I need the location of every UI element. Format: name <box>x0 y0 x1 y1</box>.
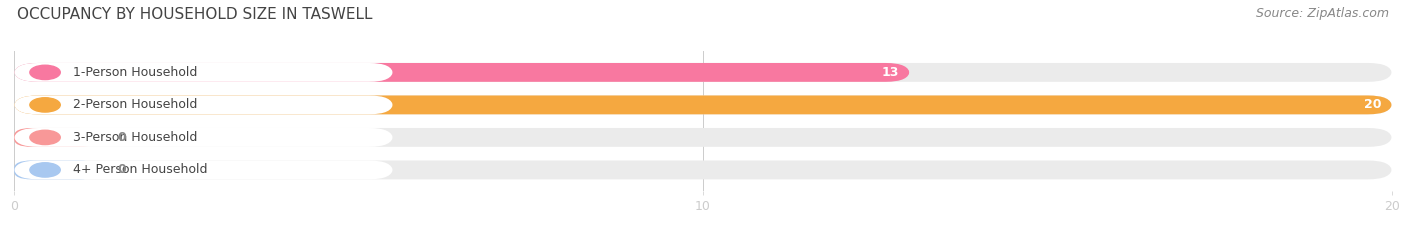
Text: 1-Person Household: 1-Person Household <box>73 66 197 79</box>
FancyBboxPatch shape <box>14 161 97 179</box>
Text: 0: 0 <box>118 131 127 144</box>
FancyBboxPatch shape <box>14 161 394 179</box>
FancyBboxPatch shape <box>14 63 1392 82</box>
FancyBboxPatch shape <box>14 96 1392 114</box>
Text: 20: 20 <box>1364 98 1382 111</box>
Circle shape <box>30 130 60 145</box>
FancyBboxPatch shape <box>14 128 97 147</box>
FancyBboxPatch shape <box>14 128 394 147</box>
Text: 3-Person Household: 3-Person Household <box>73 131 197 144</box>
Circle shape <box>30 163 60 177</box>
Text: 13: 13 <box>882 66 900 79</box>
FancyBboxPatch shape <box>14 63 394 82</box>
FancyBboxPatch shape <box>14 63 910 82</box>
Text: OCCUPANCY BY HOUSEHOLD SIZE IN TASWELL: OCCUPANCY BY HOUSEHOLD SIZE IN TASWELL <box>17 7 373 22</box>
Text: Source: ZipAtlas.com: Source: ZipAtlas.com <box>1256 7 1389 20</box>
Circle shape <box>30 98 60 112</box>
FancyBboxPatch shape <box>14 96 1392 114</box>
Circle shape <box>30 65 60 79</box>
FancyBboxPatch shape <box>14 161 1392 179</box>
FancyBboxPatch shape <box>14 96 394 114</box>
Text: 0: 0 <box>118 163 127 176</box>
Text: 2-Person Household: 2-Person Household <box>73 98 197 111</box>
FancyBboxPatch shape <box>14 128 1392 147</box>
Text: 4+ Person Household: 4+ Person Household <box>73 163 207 176</box>
